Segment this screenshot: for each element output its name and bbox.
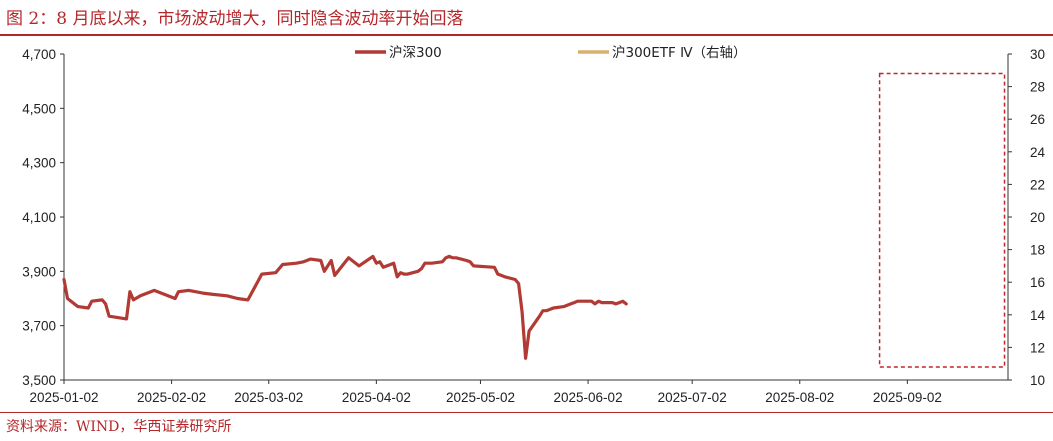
left-tick-label: 3,500 [22, 373, 56, 388]
left-tick-label: 3,900 [22, 264, 56, 279]
chart-axes: 3,500 3,700 3,900 4,100 4,300 4,500 4,700 10 12 1… [22, 47, 1045, 405]
title-rule [0, 34, 1053, 36]
right-tick-label: 12 [1030, 340, 1045, 355]
x-tick-label: 2025-03-02 [234, 390, 303, 405]
right-tick-label: 22 [1030, 177, 1045, 192]
x-tick-label: 2025-07-02 [658, 390, 727, 405]
x-tick-label: 2025-01-02 [29, 390, 98, 405]
legend-label-2: 沪300ETF Ⅳ（右轴） [612, 45, 747, 61]
x-tick-label: 2025-09-02 [873, 390, 942, 405]
x-tick-label: 2025-06-02 [554, 390, 623, 405]
right-tick-label: 30 [1030, 47, 1045, 62]
right-tick-label: 10 [1030, 373, 1045, 388]
right-tick-label: 24 [1030, 145, 1046, 160]
right-tick-label: 20 [1030, 210, 1045, 225]
highlight-box [878, 72, 1006, 368]
left-tick-label: 3,700 [22, 319, 56, 334]
x-tick-label: 2025-08-02 [765, 390, 834, 405]
legend-label-1: 沪深300 [389, 45, 442, 61]
x-tick-label: 2025-04-02 [342, 390, 411, 405]
source-note: 资料来源：WIND，华西证券研究所 [6, 419, 232, 435]
left-tick-label: 4,500 [22, 101, 56, 116]
right-tick-label: 18 [1030, 243, 1045, 258]
footer-rule [0, 412, 1053, 413]
chart-series-layer [62, 72, 1006, 368]
left-tick-label: 4,700 [22, 47, 56, 62]
right-tick-label: 14 [1030, 308, 1046, 323]
right-tick-label: 16 [1030, 275, 1045, 290]
csi300-line [62, 254, 628, 360]
right-tick-label: 28 [1030, 80, 1045, 95]
x-tick-label: 2025-02-02 [137, 390, 206, 405]
chart-legend: 沪深300 沪300ETF Ⅳ（右轴） [355, 45, 747, 61]
left-tick-label: 4,300 [22, 156, 56, 171]
left-tick-label: 4,100 [22, 210, 56, 225]
x-tick-label: 2025-05-02 [446, 390, 515, 405]
chart-title: 图 2：8 月底以来，市场波动增大，同时隐含波动率开始回落 [6, 9, 464, 29]
right-tick-label: 26 [1030, 112, 1045, 127]
